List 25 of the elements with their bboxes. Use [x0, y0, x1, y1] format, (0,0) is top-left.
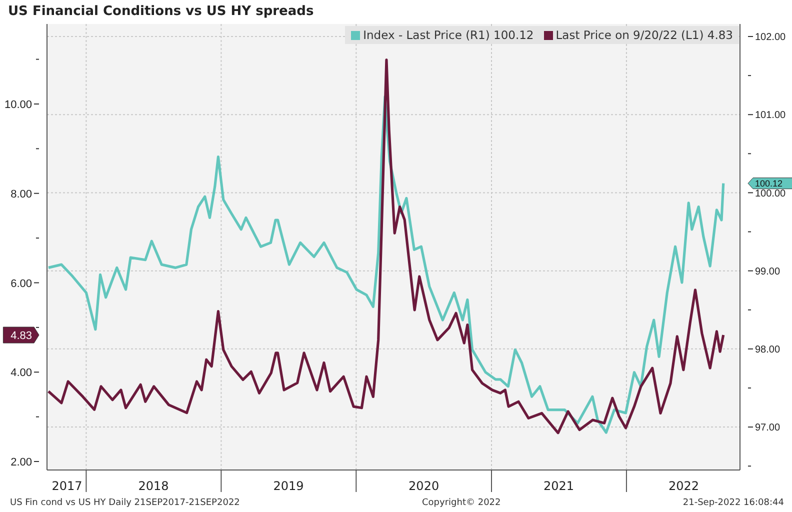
y-tick-label: 4.00 — [10, 367, 32, 380]
text: 21-Sep-2022 16:08:44 — [682, 498, 784, 508]
y-tick-label: 10.00 — [4, 98, 32, 111]
y2-tick-label: 100.00 — [755, 188, 786, 200]
legend-label: Last Price on 9/20/22 (L1) 4.83 — [556, 28, 733, 42]
x-tick-label: 2017 — [52, 479, 82, 493]
y-tick-label: 2.00 — [10, 456, 32, 469]
chart-title: US Financial Conditions vs US HY spreads — [8, 4, 314, 19]
y-tick-label: 4.83 — [10, 330, 32, 342]
x-tick-label: 2020 — [408, 479, 440, 493]
y2-tick-label: 102.00 — [755, 32, 786, 44]
y2-tick-label: 101.00 — [755, 110, 786, 122]
legend-label: Index - Last Price (R1) 100.12 — [363, 28, 534, 42]
y-tick-label: 6.00 — [10, 278, 32, 290]
y2-tick-label: 97.00 — [755, 422, 780, 434]
text: US Fin cond vs US HY Daily 21SEP2017-21SEP2022 — [10, 498, 240, 508]
y-tick-label: 8.00 — [10, 188, 32, 200]
y2-tick-label: 99.00 — [755, 266, 780, 278]
y2-tick-label: 98.00 — [755, 344, 780, 356]
x-tick-label: 2022 — [668, 479, 700, 493]
text: Copyright© 2022 — [422, 498, 501, 508]
x-tick-label: 2018 — [138, 479, 169, 493]
x-tick-label: 2019 — [273, 479, 304, 493]
x-tick-label: 2021 — [544, 479, 574, 493]
y2-tick-label: 100.12 — [755, 178, 783, 189]
